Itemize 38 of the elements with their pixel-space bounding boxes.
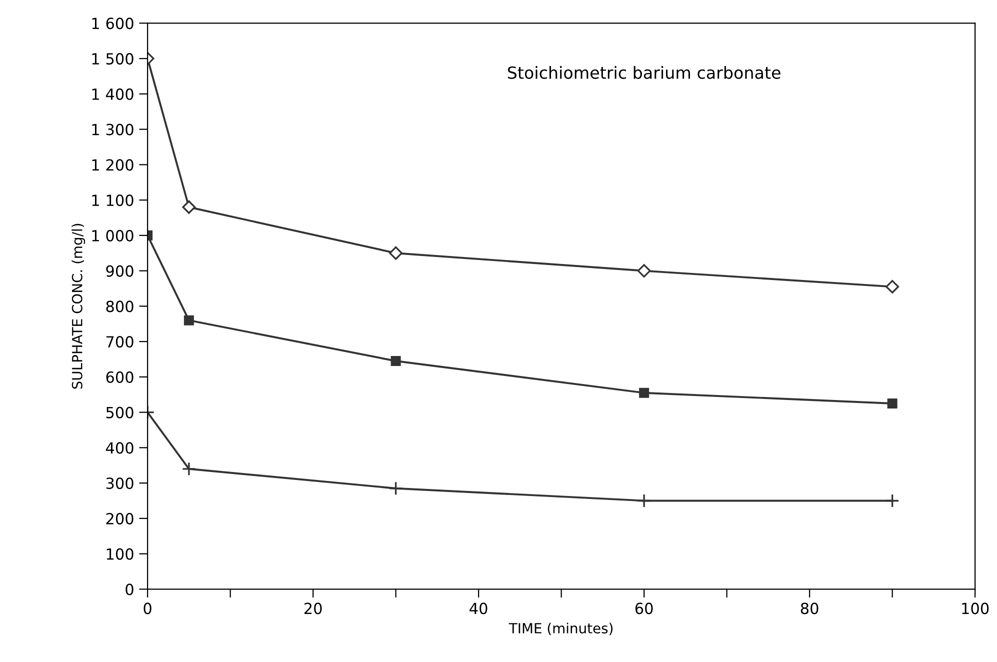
y-tick-label: 800	[106, 300, 134, 312]
point	[182, 200, 196, 214]
point	[886, 280, 900, 294]
y-tick-label: 1 200	[92, 159, 134, 171]
point	[637, 264, 651, 278]
y-tick-label: 1 100	[92, 194, 134, 206]
y-tick-label: 100	[106, 548, 134, 560]
point	[887, 398, 898, 408]
y-tick-label: 1 400	[92, 88, 134, 100]
x-tick-label: 100	[962, 602, 989, 614]
y-tick-label: 500	[106, 406, 134, 418]
x-axis-title: TIME (minutes)	[508, 622, 613, 636]
y-tick-label: 1 300	[92, 124, 134, 136]
point	[388, 481, 403, 496]
y-tick-label: 200	[106, 512, 134, 524]
y-axis-title: SULPHATE CONC. (mg/l)	[72, 224, 86, 389]
x-tick-label: 40	[470, 602, 488, 614]
point	[639, 388, 650, 398]
y-tick-label: 900	[106, 265, 134, 277]
y-tick-label: 1 500	[92, 53, 134, 65]
x-tick-label: 20	[304, 602, 322, 614]
point	[389, 246, 403, 260]
y-tick-label: 1 600	[92, 18, 134, 30]
y-tick-label: 700	[106, 336, 134, 348]
point	[885, 494, 900, 508]
x-tick-label: 60	[635, 602, 653, 614]
y-tick-label: 400	[106, 442, 134, 454]
y-tick-label: 300	[106, 478, 134, 490]
point	[636, 494, 652, 508]
x-tick-label: 0	[144, 602, 152, 614]
point	[184, 315, 194, 326]
y-tick-label: 600	[106, 371, 134, 383]
y-tick-label: 1 000	[92, 230, 134, 242]
point	[390, 356, 401, 366]
annotation: Stoichiometric barium carbonate	[508, 66, 780, 79]
y-tick-label: 0	[126, 584, 134, 596]
point	[182, 462, 196, 476]
x-tick-label: 80	[800, 602, 818, 614]
